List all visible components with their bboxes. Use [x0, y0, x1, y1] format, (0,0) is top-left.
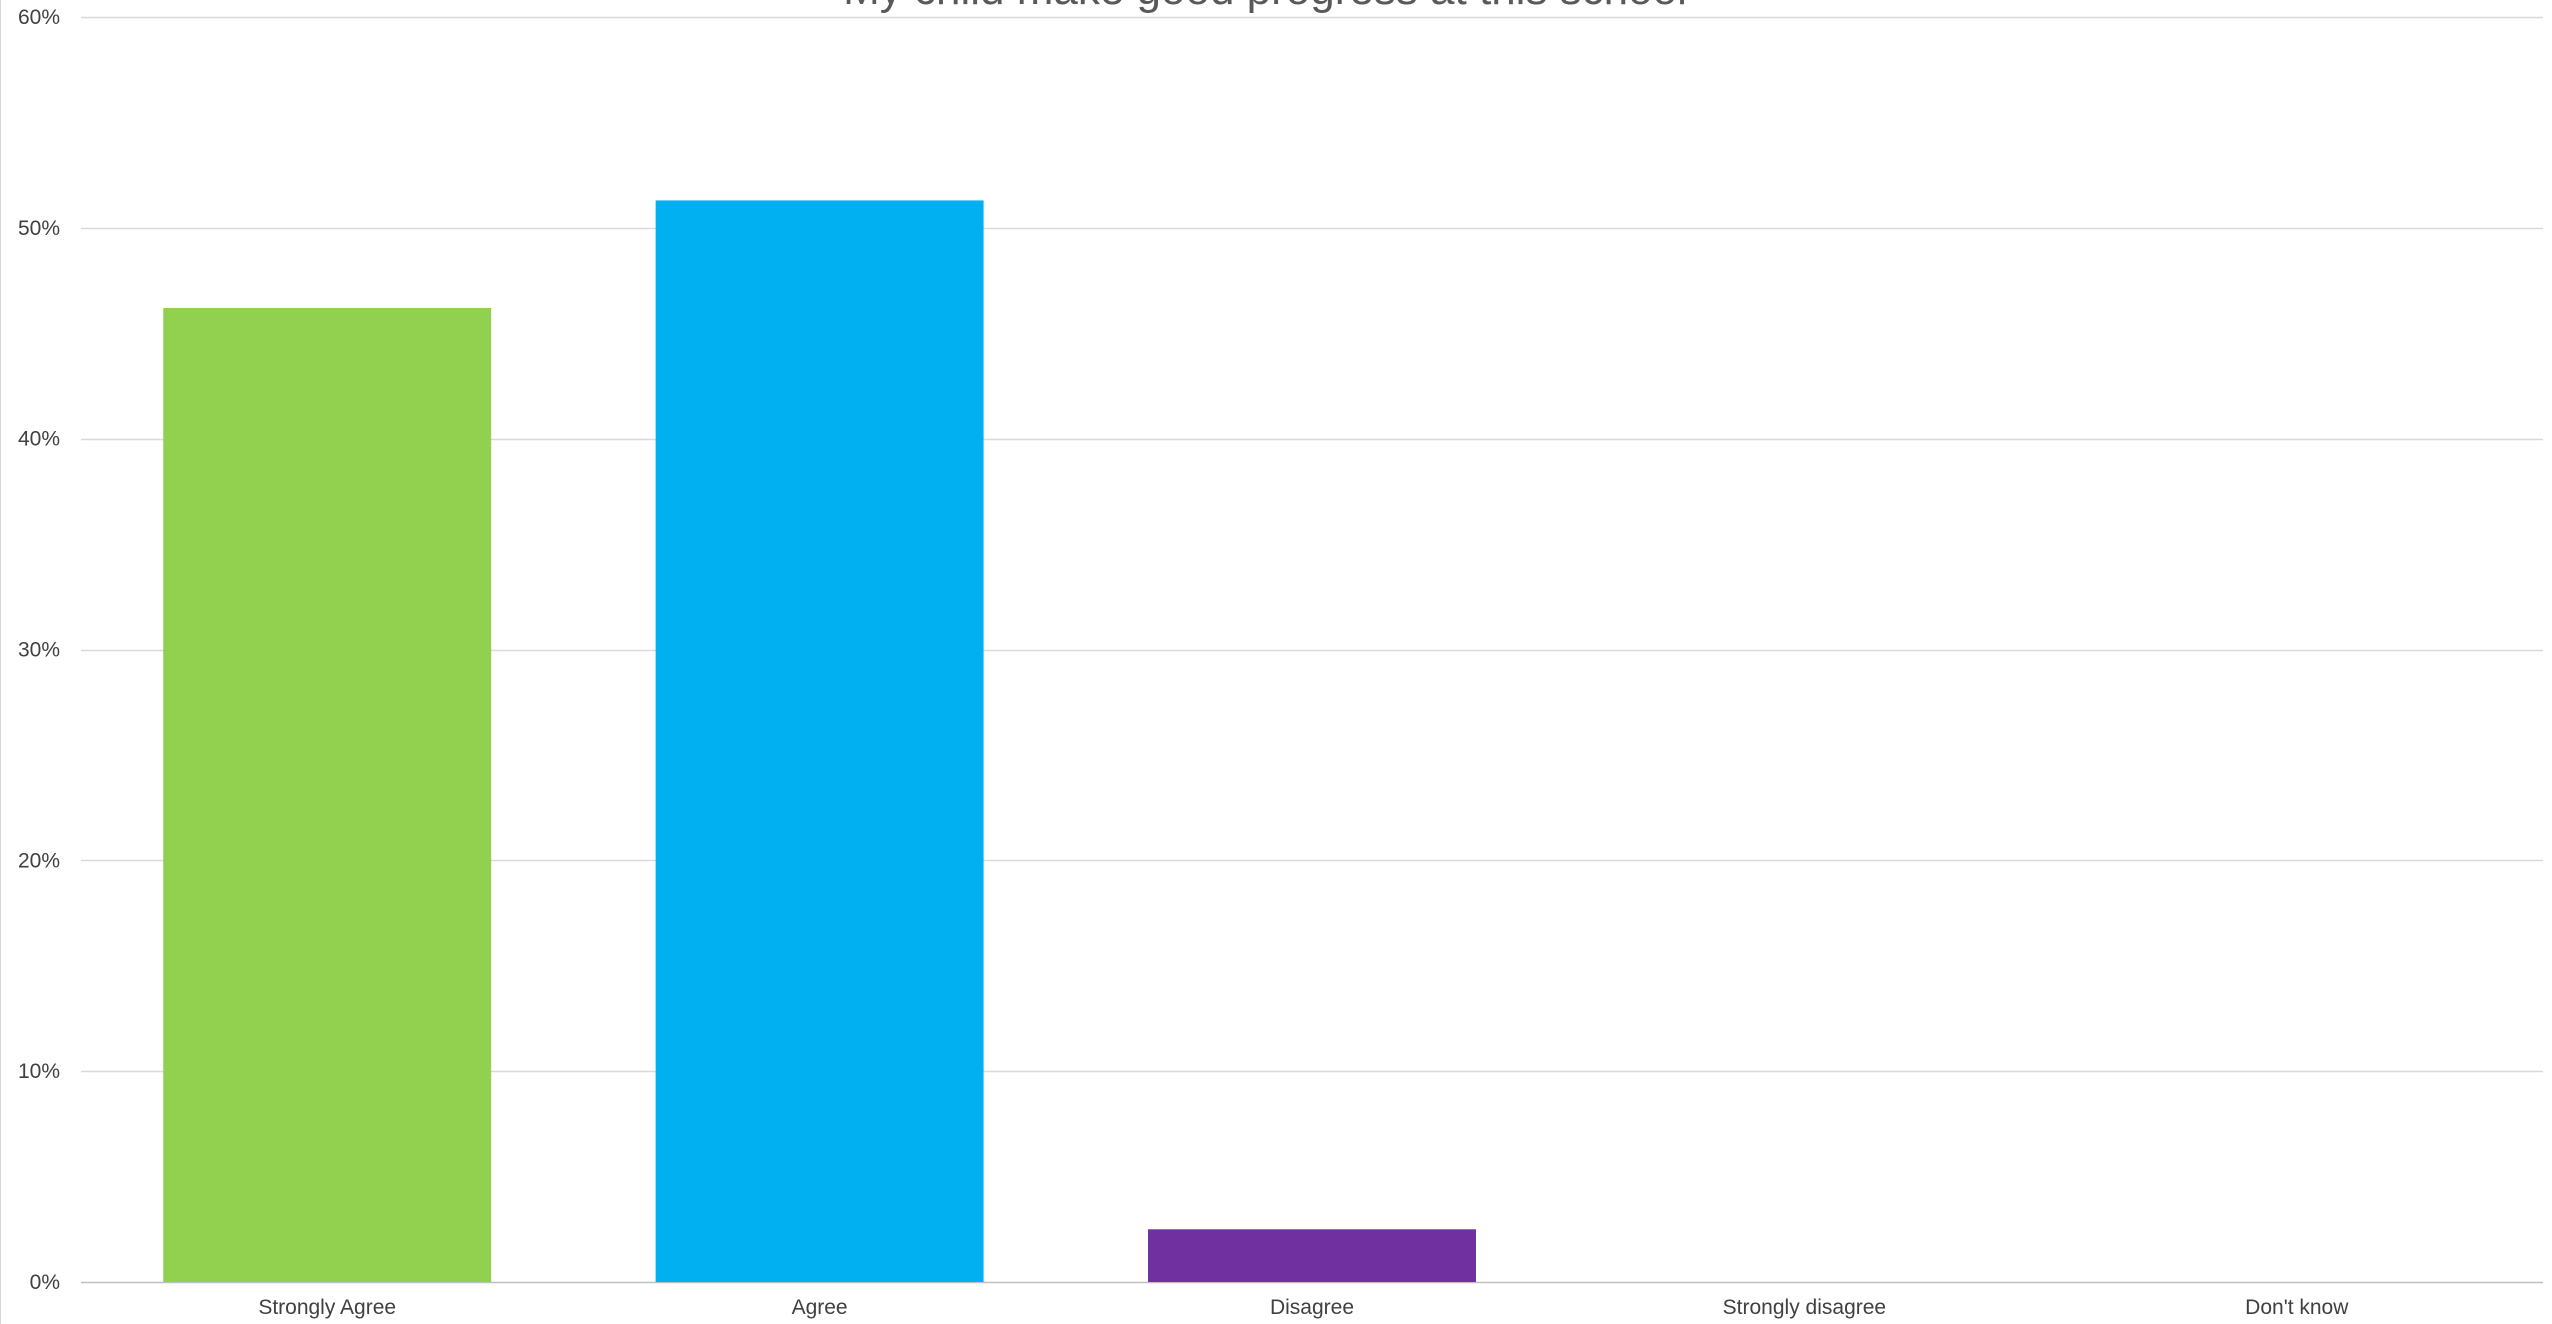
y-tick-label: 0%: [30, 1271, 60, 1294]
y-tick-label: 60%: [18, 6, 60, 29]
y-tick-label: 40%: [18, 428, 60, 451]
y-tick-label: 10%: [18, 1060, 60, 1083]
gridlines: [81, 16, 2543, 1284]
bar-strongly-agree: [163, 307, 492, 1282]
chart-title: My child make good progress at this scho…: [843, 0, 1687, 14]
y-tick-label: 30%: [18, 639, 60, 662]
bar-disagree: [1148, 1229, 1476, 1282]
x-category-label: Don't know: [2245, 1296, 2349, 1319]
bars: [163, 200, 1476, 1282]
x-category-label: Strongly disagree: [1723, 1296, 1886, 1319]
bar-agree: [655, 200, 984, 1282]
y-tick-label: 20%: [18, 849, 60, 872]
x-category-label: Agree: [792, 1296, 848, 1319]
x-category-label: Strongly Agree: [258, 1296, 396, 1319]
y-tick-label: 50%: [18, 217, 60, 240]
y-axis-tick-labels: 0% 10% 20% 30% 40% 50% 60%: [18, 6, 60, 1294]
x-axis-category-labels: Strongly Agree Agree Disagree Strongly disa…: [258, 1296, 2349, 1319]
x-category-label: Disagree: [1270, 1296, 1354, 1319]
